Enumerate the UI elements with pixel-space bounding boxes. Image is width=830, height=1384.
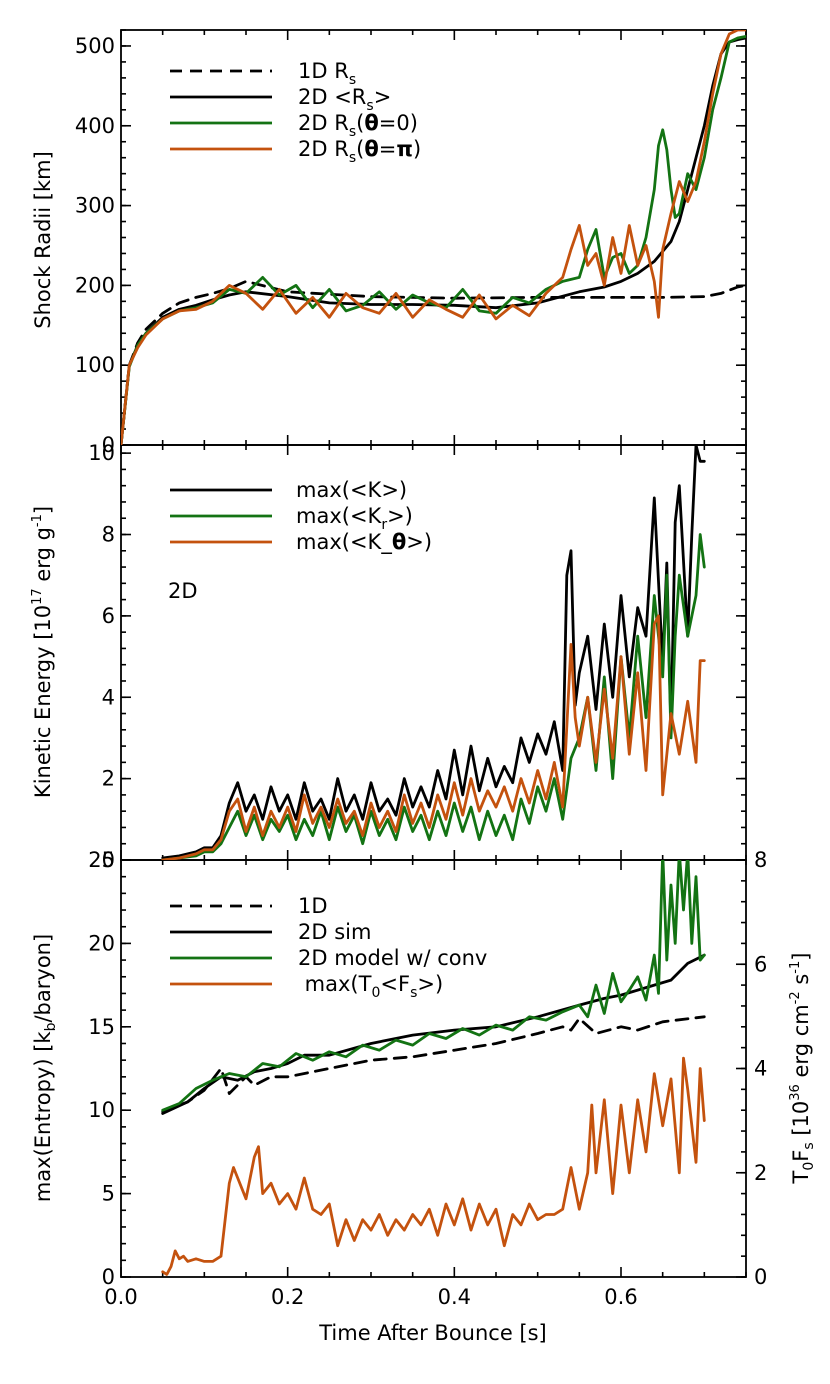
y-tick-label: 0 bbox=[102, 433, 115, 457]
y-tick-label: 8 bbox=[102, 523, 115, 547]
legend-label: 1D Rs bbox=[298, 59, 356, 88]
legend-label: max(T0<Fs>) bbox=[298, 972, 443, 1001]
panel-entropy-frame bbox=[120, 859, 747, 1278]
y2-tick-label: 6 bbox=[754, 952, 767, 976]
panel-shock-radii-frame bbox=[120, 29, 747, 446]
y-tick-label: 10 bbox=[88, 1098, 115, 1122]
x-tick-label: 0.0 bbox=[104, 1285, 137, 1309]
y-tick-label: 0 bbox=[102, 1265, 115, 1289]
y2-tick-label: 0 bbox=[754, 1265, 767, 1289]
panel-series-group bbox=[161, 445, 706, 860]
series-line bbox=[161, 533, 706, 860]
x-axis-label: Time After Bounce [s] bbox=[318, 1321, 547, 1345]
y-tick-label: 15 bbox=[88, 1015, 115, 1039]
data-lines bbox=[121, 30, 746, 1276]
series-line bbox=[161, 860, 706, 1112]
y-axis-label-kinetic-energy: Kinetic Energy [1017 erg g-1] bbox=[30, 506, 55, 798]
series-line bbox=[161, 614, 706, 860]
legend-label: 2D Rs(θ=0) bbox=[298, 111, 418, 140]
legend-label: max(<K_θ>) bbox=[296, 530, 432, 555]
legend-label: 2D Rs(θ=π) bbox=[298, 137, 421, 166]
y2-axis-label-flux: T0Fs [1036 erg cm-2 s-1] bbox=[788, 953, 817, 1185]
legend-label: max(<K>) bbox=[296, 478, 407, 502]
x-tick-label: 0.2 bbox=[271, 1285, 304, 1309]
axis-tick-labels: 0.0 0.2 0.4 0.60100200300400500024681005101… bbox=[75, 34, 767, 1309]
y-tick-label: 6 bbox=[102, 604, 115, 628]
series-line bbox=[161, 1056, 706, 1276]
legend-label: 2D sim bbox=[298, 920, 371, 944]
series-line bbox=[121, 36, 746, 445]
legend-label: 2D <Rs> bbox=[298, 85, 391, 114]
y-tick-label: 0 bbox=[102, 848, 115, 872]
y-tick-label: 10 bbox=[88, 441, 115, 465]
y-tick-label: 25 bbox=[88, 848, 115, 872]
y-tick-label: 5 bbox=[102, 1182, 115, 1206]
y2-tick-label: 4 bbox=[754, 1057, 767, 1081]
legend-label: max(<Kr>) bbox=[296, 504, 413, 533]
y-tick-label: 100 bbox=[75, 353, 115, 377]
series-line bbox=[161, 445, 706, 860]
legend-label: 1D bbox=[298, 894, 328, 918]
y-tick-label: 500 bbox=[75, 34, 115, 58]
y-tick-label: 200 bbox=[75, 273, 115, 297]
y-tick-label: 300 bbox=[75, 194, 115, 218]
y-tick-label: 20 bbox=[88, 931, 115, 955]
series-line bbox=[161, 1015, 706, 1114]
legend-label: 2D model w/ conv bbox=[298, 946, 487, 970]
axis-ticks bbox=[120, 29, 747, 1278]
y2-tick-label: 8 bbox=[754, 848, 767, 872]
panel-series-group bbox=[121, 30, 746, 445]
y-tick-label: 4 bbox=[102, 685, 115, 709]
series-line bbox=[121, 30, 746, 445]
annotation-2d: 2D bbox=[168, 579, 198, 603]
x-tick-label: 0.4 bbox=[438, 1285, 471, 1309]
y-axis-label-entropy: max(Entropy) [kb/baryon] bbox=[31, 934, 59, 1202]
y-tick-label: 400 bbox=[75, 114, 115, 138]
series-line bbox=[121, 280, 746, 445]
panel-series-group bbox=[161, 860, 706, 1276]
y2-tick-label: 2 bbox=[754, 1161, 767, 1185]
y-axis-label-shock-radii: Shock Radii [km] bbox=[31, 151, 55, 329]
x-tick-label: 0.6 bbox=[604, 1285, 637, 1309]
y-tick-label: 2 bbox=[102, 767, 115, 791]
